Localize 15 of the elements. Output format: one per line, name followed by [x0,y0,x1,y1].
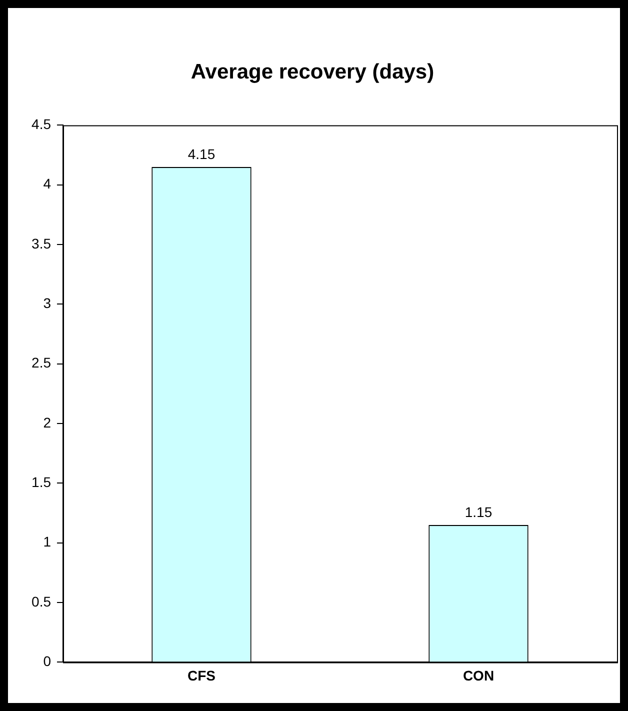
y-tick-label: 4.5 [32,116,52,132]
data-label: 1.15 [464,504,492,520]
y-tick-label: 1.5 [32,474,52,490]
y-tick-label: 0 [43,653,52,670]
data-label: 4.15 [188,146,216,162]
x-tick-label: CFS [188,667,216,684]
y-tick-label: 1 [43,534,52,550]
y-tick-label: 0.5 [32,593,52,610]
x-tick-label: CON [462,667,494,684]
y-tick-label: 2 [43,414,52,430]
y-tick-label: 3.5 [32,235,52,252]
y-tick-label: 3 [43,295,52,312]
y-tick-label: 2.5 [32,354,52,371]
y-tick-label: 4 [43,176,52,192]
chart-title: Average recovery (days) [190,60,434,84]
